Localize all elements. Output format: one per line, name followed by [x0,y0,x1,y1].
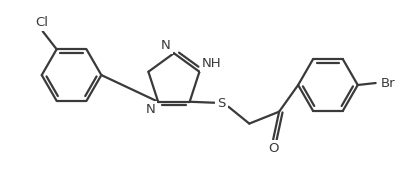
Text: N: N [161,39,171,52]
Text: Br: Br [381,76,396,89]
Text: NH: NH [202,57,221,70]
Text: Cl: Cl [35,16,48,29]
Text: S: S [217,97,226,110]
Text: O: O [268,142,278,155]
Text: N: N [145,103,155,116]
